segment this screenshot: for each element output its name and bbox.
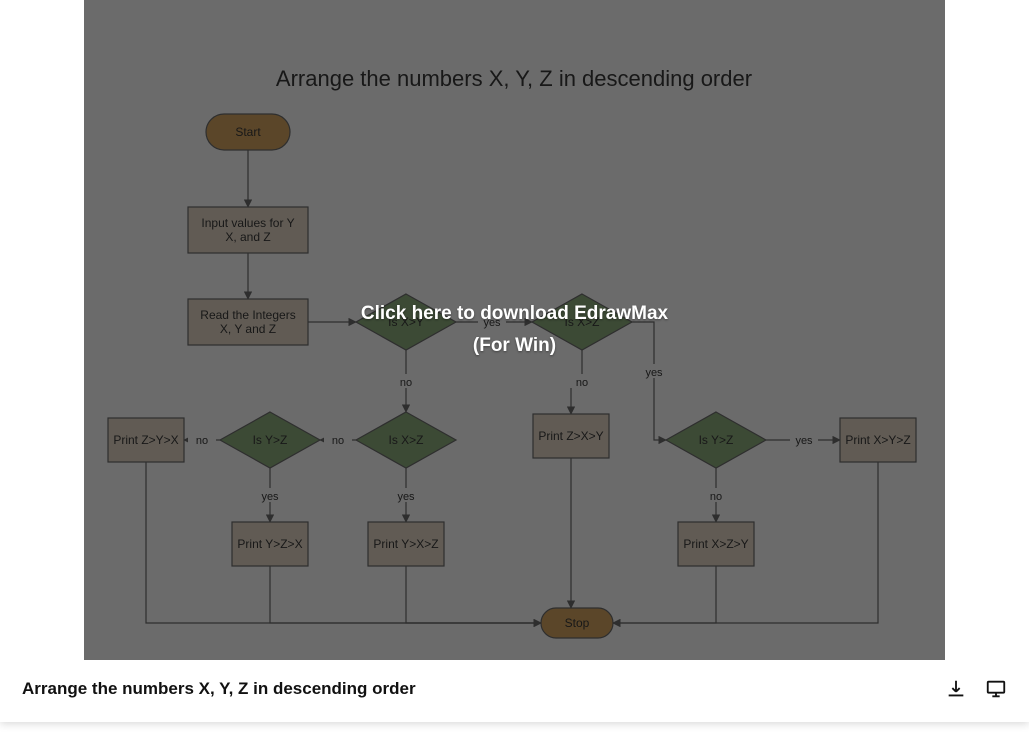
footer-title: Arrange the numbers X, Y, Z in descendin… [22, 679, 416, 699]
overlay-line1: Click here to download EdrawMax [361, 303, 668, 324]
template-card: Arrange the numbers X, Y, Z in descendin… [0, 0, 1029, 722]
download-overlay[interactable]: Click here to download EdrawMax (For Win… [84, 0, 945, 660]
overlay-message: Click here to download EdrawMax (For Win… [361, 298, 668, 363]
card-footer: Arrange the numbers X, Y, Z in descendin… [0, 660, 1029, 722]
diagram-area: Arrange the numbers X, Y, Z in descendin… [84, 0, 945, 660]
overlay-line2: (For Win) [473, 335, 556, 356]
footer-actions [945, 678, 1007, 700]
download-icon[interactable] [945, 678, 967, 700]
desktop-icon[interactable] [985, 678, 1007, 700]
